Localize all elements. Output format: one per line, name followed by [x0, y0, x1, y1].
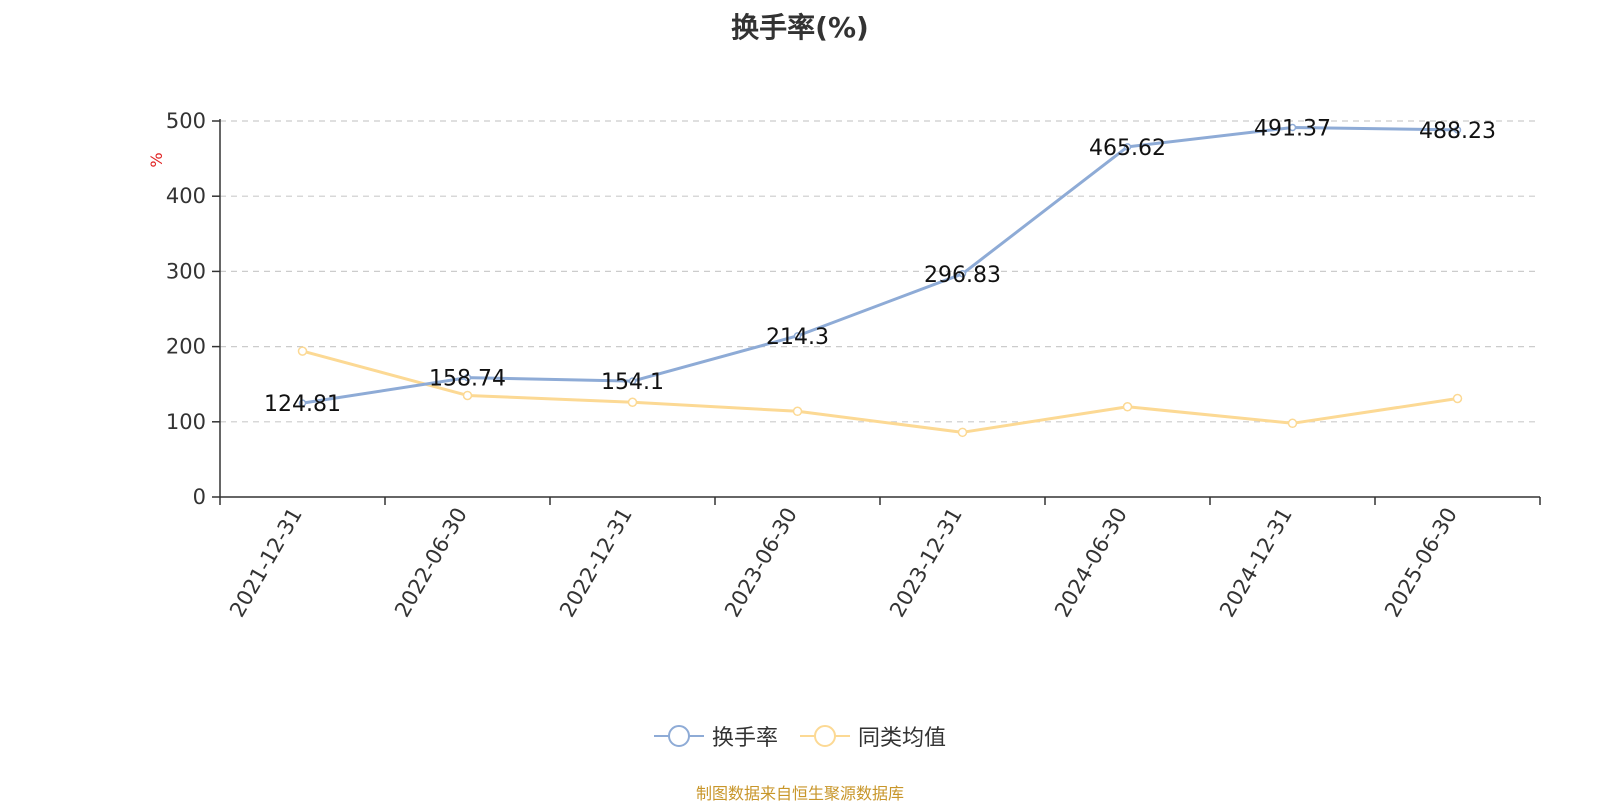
chart-title: 换手率(%): [731, 11, 869, 44]
legend: 换手率 同类均值: [0, 720, 1600, 752]
y-tick-label-0: 0: [193, 485, 206, 509]
series-0-point-6[interactable]: [1288, 123, 1297, 132]
data-label-0: 124.81: [264, 392, 341, 417]
x-tick-label-2023-06-30: 2023-06-30: [720, 504, 802, 622]
y-tick-label-300: 300: [166, 259, 206, 283]
series-1-point-1[interactable]: [462, 390, 473, 401]
series-1-point-4[interactable]: [957, 427, 968, 438]
x-tick-label-2025-06-30: 2025-06-30: [1380, 504, 1462, 622]
axes: 0 100 200 300 400 500 2021-12-31 2022-06-30 2022…: [166, 109, 1541, 622]
x-tick-label-2024-06-30: 2024-06-30: [1050, 504, 1132, 622]
series-0-point-0[interactable]: [298, 399, 307, 407]
series-0-point-4[interactable]: [958, 270, 967, 278]
x-tick-label-2022-06-30: 2022-06-30: [390, 504, 472, 622]
y-tick-label-400: 400: [166, 184, 206, 208]
series-0-point-3[interactable]: [793, 332, 802, 340]
data-label-4: 296.83: [924, 263, 1001, 288]
data-label-6: 491.37: [1254, 116, 1331, 141]
x-tick-label-2023-12-31: 2023-12-31: [885, 504, 967, 622]
y-tick-label-500: 500: [166, 109, 206, 133]
data-label-1: 158.74: [429, 367, 506, 392]
series-1-point-5[interactable]: [1122, 402, 1133, 412]
series-1-point-3[interactable]: [792, 406, 803, 417]
series-line-1: [302, 349, 1458, 434]
x-tick-label-2021-12-31: 2021-12-31: [225, 504, 307, 622]
grid-lines: [220, 120, 1540, 423]
y-axis-label: %: [147, 152, 166, 167]
legend-label-turnover: 换手率: [711, 726, 778, 751]
y-tick-label-100: 100: [166, 410, 206, 434]
legend-label-peer-average: 同类均值: [858, 726, 947, 751]
series-0-point-7[interactable]: [1453, 126, 1462, 134]
data-labels: 124.81 158.74 154.1 214.3 296.83 465.62 491.37…: [264, 116, 1496, 417]
series-0-point-2[interactable]: [628, 377, 637, 385]
series-1-point-6[interactable]: [1287, 418, 1298, 429]
data-label-2: 154.1: [601, 370, 664, 395]
legend-item-peer-average[interactable]: 同类均值: [800, 720, 946, 752]
legend-marker-peer-average-icon: [800, 725, 850, 747]
data-label-3: 214.3: [766, 325, 829, 350]
legend-item-turnover[interactable]: 换手率: [653, 720, 778, 752]
series-1-point-7[interactable]: [1452, 393, 1463, 404]
series-1-point-2[interactable]: [627, 397, 638, 407]
series-1-point-0[interactable]: [297, 346, 308, 356]
source-note: 制图数据来自恒生聚源数据库: [695, 784, 904, 803]
x-tick-label-2022-12-31: 2022-12-31: [555, 504, 637, 622]
series-0-point-1[interactable]: [463, 373, 472, 382]
data-label-7: 488.23: [1419, 119, 1496, 144]
series-0-point-5[interactable]: [1123, 143, 1132, 151]
series-line-0: [302, 125, 1458, 405]
x-tick-label-2024-12-31: 2024-12-31: [1215, 504, 1297, 622]
data-label-5: 465.62: [1089, 136, 1166, 161]
series-layer: [297, 123, 1463, 438]
legend-marker-turnover-icon: [653, 725, 704, 747]
y-tick-label-200: 200: [166, 335, 206, 359]
